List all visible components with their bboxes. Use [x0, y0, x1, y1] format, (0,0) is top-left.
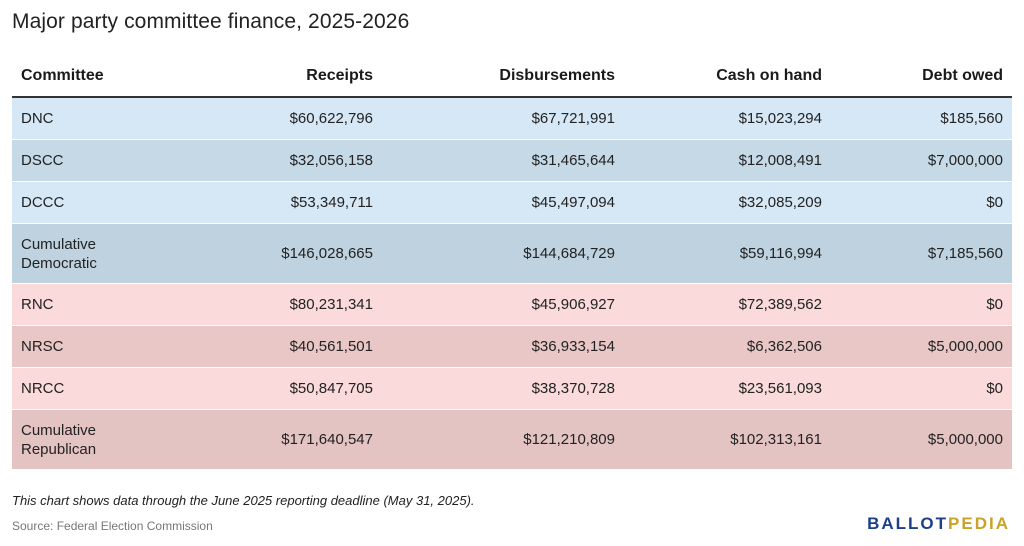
cell-receipts: $80,231,341: [172, 283, 382, 326]
cell-debt-owed: $7,185,560: [831, 223, 1012, 284]
table-row-rnc: RNC $80,231,341 $45,906,927 $72,389,562 …: [12, 283, 1012, 326]
cell-cash-on-hand: $72,389,562: [624, 283, 831, 326]
cell-disbursements: $121,210,809: [382, 409, 624, 469]
cell-committee: DSCC: [12, 139, 172, 182]
cell-disbursements: $67,721,991: [382, 96, 624, 140]
cell-committee: NRCC: [12, 367, 172, 410]
cell-receipts: $50,847,705: [172, 367, 382, 410]
ballotpedia-logo: BALLOTPEDIA: [867, 514, 1010, 534]
cell-debt-owed: $185,560: [831, 96, 1012, 140]
cell-cash-on-hand: $59,116,994: [624, 223, 831, 284]
cell-cash-on-hand: $102,313,161: [624, 409, 831, 469]
cell-receipts: $60,622,796: [172, 96, 382, 140]
cell-disbursements: $38,370,728: [382, 367, 624, 410]
cell-debt-owed: $5,000,000: [831, 409, 1012, 469]
column-header-receipts: Receipts: [172, 56, 382, 98]
cell-committee: DNC: [12, 96, 172, 140]
table-row-nrcc: NRCC $50,847,705 $38,370,728 $23,561,093…: [12, 367, 1012, 410]
logo-text-pedia: PEDIA: [948, 514, 1010, 533]
cell-receipts: $53,349,711: [172, 181, 382, 224]
cell-disbursements: $31,465,644: [382, 139, 624, 182]
table-row-dnc: DNC $60,622,796 $67,721,991 $15,023,294 …: [12, 96, 1012, 140]
cell-disbursements: $45,497,094: [382, 181, 624, 224]
table-row-nrsc: NRSC $40,561,501 $36,933,154 $6,362,506 …: [12, 325, 1012, 368]
cell-debt-owed: $0: [831, 181, 1012, 224]
source-credit: Source: Federal Election Commission: [12, 519, 213, 533]
cell-cash-on-hand: $15,023,294: [624, 96, 831, 140]
cell-committee: Cumulative Republican: [12, 409, 172, 469]
cell-debt-owed: $0: [831, 283, 1012, 326]
table-row-dscc: DSCC $32,056,158 $31,465,644 $12,008,491…: [12, 139, 1012, 182]
chart-title: Major party committee finance, 2025-2026: [12, 10, 410, 33]
cell-debt-owed: $7,000,000: [831, 139, 1012, 182]
cell-cash-on-hand: $32,085,209: [624, 181, 831, 224]
cell-committee: NRSC: [12, 325, 172, 368]
cell-debt-owed: $5,000,000: [831, 325, 1012, 368]
cell-debt-owed: $0: [831, 367, 1012, 410]
cell-committee: DCCC: [12, 181, 172, 224]
table-row-dccc: DCCC $53,349,711 $45,497,094 $32,085,209…: [12, 181, 1012, 224]
table-row-cumulative-democratic: Cumulative Democratic $146,028,665 $144,…: [12, 223, 1012, 284]
cell-committee: Cumulative Democratic: [12, 223, 172, 284]
column-header-disbursements: Disbursements: [382, 56, 624, 98]
cell-disbursements: $45,906,927: [382, 283, 624, 326]
cell-disbursements: $144,684,729: [382, 223, 624, 284]
finance-table: Committee Receipts Disbursements Cash on…: [12, 56, 1012, 469]
cell-cash-on-hand: $6,362,506: [624, 325, 831, 368]
cell-cash-on-hand: $23,561,093: [624, 367, 831, 410]
cell-disbursements: $36,933,154: [382, 325, 624, 368]
cell-committee: RNC: [12, 283, 172, 326]
cell-receipts: $171,640,547: [172, 409, 382, 469]
cell-receipts: $146,028,665: [172, 223, 382, 284]
footnote: This chart shows data through the June 2…: [12, 493, 475, 508]
column-header-debt-owed: Debt owed: [831, 56, 1012, 98]
cell-receipts: $32,056,158: [172, 139, 382, 182]
header-row: Committee Receipts Disbursements Cash on…: [12, 56, 1012, 98]
column-header-committee: Committee: [12, 56, 172, 98]
logo-text-ballot: BALLOT: [867, 514, 949, 533]
cell-cash-on-hand: $12,008,491: [624, 139, 831, 182]
table-row-cumulative-republican: Cumulative Republican $171,640,547 $121,…: [12, 409, 1012, 469]
column-header-cash-on-hand: Cash on hand: [624, 56, 831, 98]
cell-receipts: $40,561,501: [172, 325, 382, 368]
